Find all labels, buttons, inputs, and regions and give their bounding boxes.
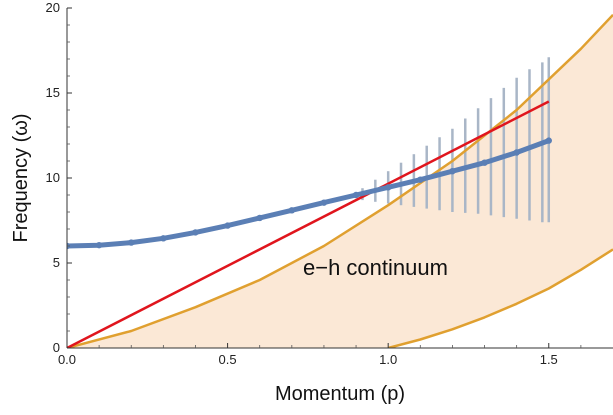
x-tick-label: 1.5	[540, 352, 558, 367]
x-tick-label: 0.0	[58, 352, 76, 367]
dispersion-point	[224, 222, 231, 229]
dispersion-curve	[67, 138, 552, 249]
dispersion-point	[192, 229, 199, 236]
dispersion-point	[352, 191, 360, 199]
y-axis-title: Frequency (ω)	[10, 114, 32, 243]
dispersion-point	[417, 176, 424, 183]
y-tick-label: 15	[46, 85, 60, 100]
dispersion-point	[320, 199, 328, 206]
continuum-region	[67, 14, 613, 348]
dispersion-point	[384, 184, 392, 191]
dispersion-point	[128, 239, 135, 246]
linear-dispersion-line	[67, 100, 550, 348]
y-tick-label: 10	[46, 170, 60, 185]
x-tick-label: 1.0	[379, 352, 397, 367]
y-tick-label: 0	[53, 340, 60, 355]
continuum-boundary-line	[387, 248, 613, 348]
x-tick-label: 0.5	[219, 352, 237, 367]
dispersion-point	[95, 241, 103, 249]
dispersion-point	[545, 137, 552, 144]
dispersion-point	[288, 207, 296, 214]
dispersion-point	[481, 159, 488, 166]
dispersion-point	[449, 168, 456, 175]
y-tick-label: 20	[46, 0, 60, 15]
y-tick-label: 5	[53, 255, 60, 270]
dispersion-point	[513, 149, 520, 156]
dispersion-point	[160, 235, 167, 242]
continuum-boundary-line	[67, 13, 613, 348]
annotation-continuum: e−h continuum	[303, 255, 448, 280]
dispersion-point	[256, 214, 263, 222]
x-axis-title: Momentum (p)	[275, 383, 405, 405]
